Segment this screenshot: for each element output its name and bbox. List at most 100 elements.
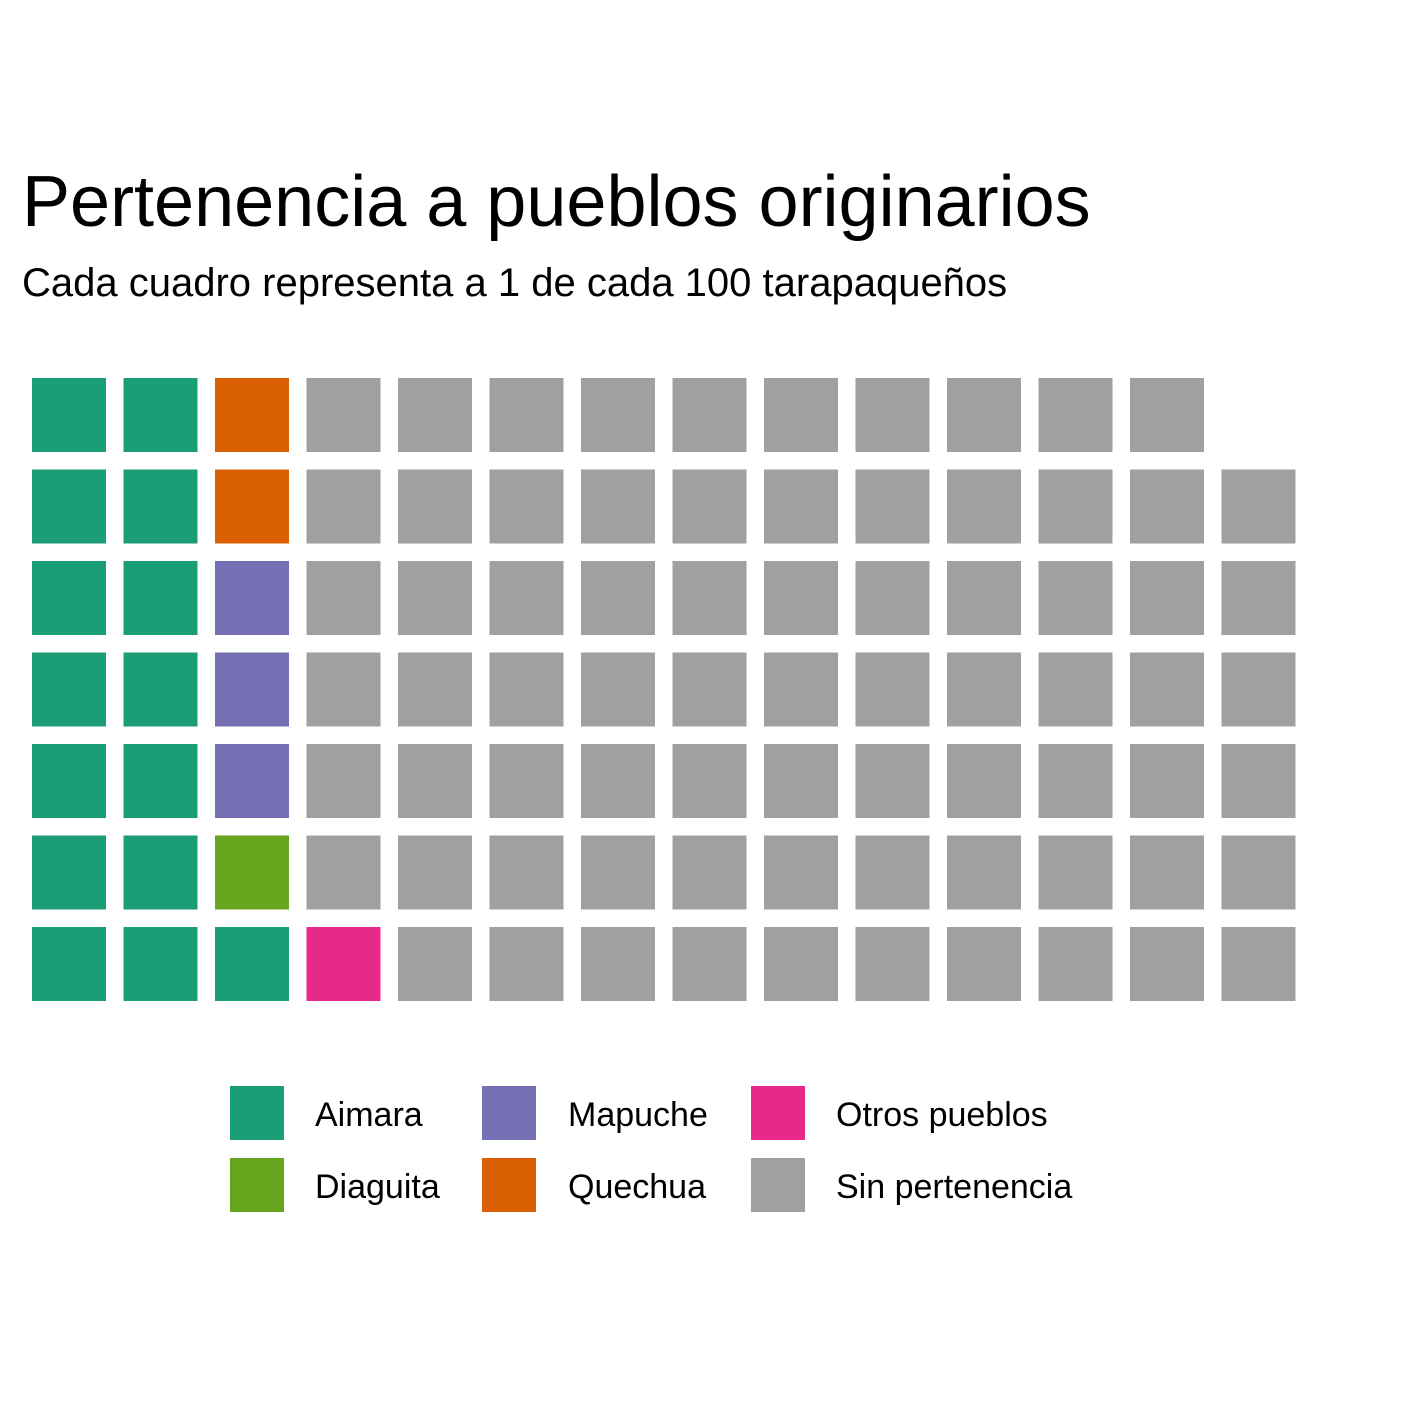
waffle-cell xyxy=(215,378,289,452)
waffle-cell xyxy=(581,927,655,1001)
waffle-cell xyxy=(32,744,106,818)
waffle-cell xyxy=(32,927,106,1001)
waffle-cell xyxy=(123,927,198,1001)
legend-key xyxy=(482,1158,536,1212)
waffle-cell xyxy=(764,469,838,544)
waffle-cell xyxy=(398,835,472,910)
chart-title: Pertenencia a pueblos originarios xyxy=(22,162,1091,242)
waffle-cell xyxy=(123,835,198,910)
waffle-cell xyxy=(398,927,472,1001)
waffle-cell xyxy=(215,835,289,910)
waffle-cell xyxy=(123,469,198,544)
waffle-cell xyxy=(489,378,564,452)
waffle-cell xyxy=(1221,744,1296,818)
waffle-cell xyxy=(947,652,1021,727)
legend-key xyxy=(230,1158,284,1212)
waffle-cell xyxy=(489,652,564,727)
waffle-cell xyxy=(1038,378,1113,452)
waffle-cell xyxy=(672,469,747,544)
waffle-cell xyxy=(489,561,564,635)
waffle-cell xyxy=(306,652,381,727)
waffle-cells xyxy=(32,378,1296,1001)
legend-key xyxy=(751,1086,805,1140)
waffle-cell xyxy=(672,561,747,635)
waffle-cell xyxy=(215,652,289,727)
waffle-cell xyxy=(306,469,381,544)
waffle-cell xyxy=(672,835,747,910)
waffle-cell xyxy=(398,652,472,727)
waffle-cell xyxy=(215,561,289,635)
waffle-cell xyxy=(855,469,930,544)
legend-label: Diaguita xyxy=(315,1168,440,1206)
legend xyxy=(230,1086,805,1212)
waffle-cell xyxy=(855,378,930,452)
legend-label: Aimara xyxy=(315,1096,423,1134)
waffle-cell xyxy=(398,744,472,818)
legend-key xyxy=(751,1158,805,1212)
waffle-cell xyxy=(764,835,838,910)
waffle-cell xyxy=(1221,652,1296,727)
waffle-cell xyxy=(398,561,472,635)
waffle-cell xyxy=(215,744,289,818)
waffle-cell xyxy=(764,561,838,635)
waffle-cell xyxy=(1130,927,1204,1001)
waffle-cell xyxy=(581,378,655,452)
waffle-cell xyxy=(1038,835,1113,910)
waffle-cell xyxy=(581,561,655,635)
waffle-cell xyxy=(1130,378,1204,452)
waffle-cell xyxy=(947,469,1021,544)
chart-subtitle: Cada cuadro representa a 1 de cada 100 t… xyxy=(22,261,1008,305)
waffle-cell xyxy=(306,744,381,818)
waffle-cell xyxy=(32,835,106,910)
waffle-cell xyxy=(32,378,106,452)
waffle-cell xyxy=(764,378,838,452)
legend-label: Otros pueblos xyxy=(836,1096,1048,1134)
waffle-cell xyxy=(398,378,472,452)
waffle-cell xyxy=(489,744,564,818)
waffle-cell xyxy=(581,469,655,544)
waffle-cell xyxy=(1221,561,1296,635)
waffle-cell xyxy=(1038,744,1113,818)
waffle-cell xyxy=(672,652,747,727)
waffle-cell xyxy=(1038,469,1113,544)
waffle-cell xyxy=(32,469,106,544)
waffle-cell xyxy=(1221,927,1296,1001)
waffle-cell xyxy=(1130,652,1204,727)
waffle-cell xyxy=(672,378,747,452)
waffle-cell xyxy=(1038,652,1113,727)
waffle-cell xyxy=(123,652,198,727)
waffle-cell xyxy=(672,744,747,818)
waffle-cell xyxy=(1130,469,1204,544)
waffle-cell xyxy=(1221,835,1296,910)
waffle-cell xyxy=(855,835,930,910)
waffle-cell xyxy=(1038,561,1113,635)
waffle-cell xyxy=(581,744,655,818)
waffle-cell xyxy=(1130,561,1204,635)
waffle-cell xyxy=(1038,927,1113,1001)
waffle-cell xyxy=(32,561,106,635)
waffle-cell xyxy=(123,378,198,452)
waffle-cell xyxy=(581,835,655,910)
waffle-cell xyxy=(947,561,1021,635)
waffle-cell xyxy=(123,561,198,635)
waffle-cell xyxy=(855,744,930,818)
waffle-cell xyxy=(306,561,381,635)
waffle-cell xyxy=(855,927,930,1001)
waffle-cell xyxy=(306,927,381,1001)
waffle-cell xyxy=(947,835,1021,910)
waffle-cell xyxy=(489,835,564,910)
waffle-cell xyxy=(672,927,747,1001)
waffle-cell xyxy=(1221,469,1296,544)
waffle-cell xyxy=(215,927,289,1001)
waffle-cell xyxy=(32,652,106,727)
legend-key xyxy=(482,1086,536,1140)
waffle-cell xyxy=(855,561,930,635)
legend-label: Mapuche xyxy=(568,1096,708,1134)
waffle-cell xyxy=(489,469,564,544)
waffle-cell xyxy=(215,469,289,544)
legend-label: Quechua xyxy=(568,1168,706,1206)
waffle-cell xyxy=(764,652,838,727)
waffle-cell xyxy=(947,378,1021,452)
waffle-cell xyxy=(306,378,381,452)
